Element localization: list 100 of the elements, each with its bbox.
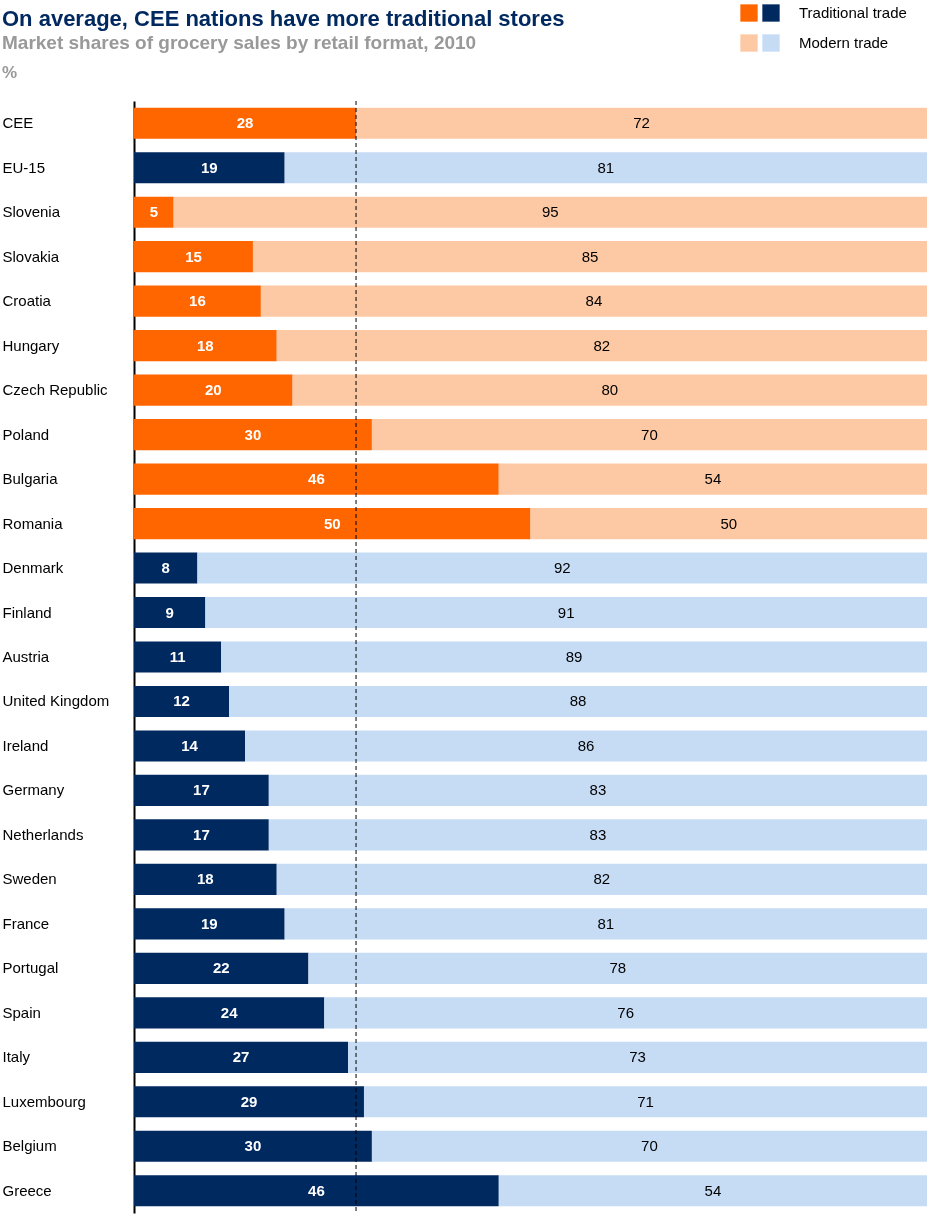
bar: [134, 1086, 364, 1118]
data-label: 84: [585, 292, 603, 310]
bar: [134, 819, 269, 851]
y-tick-label: Italy: [2, 1048, 31, 1066]
data-label: 30: [244, 425, 262, 443]
bar: [348, 1041, 927, 1073]
bar: [134, 152, 285, 184]
data-label: 71: [637, 1092, 654, 1110]
y-tick-label: Finland: [2, 603, 52, 621]
y-tick-label: Germany: [2, 781, 65, 799]
data-label: 85: [581, 247, 599, 265]
y-tick-label: Sweden: [2, 870, 57, 888]
bar: [308, 952, 927, 984]
data-label: 27: [232, 1048, 250, 1066]
bar: [134, 730, 246, 762]
bar: [134, 419, 372, 451]
bar: [268, 819, 927, 851]
data-label: 82: [593, 336, 611, 354]
bar: [498, 1175, 927, 1207]
y-tick-label: Slovakia: [2, 247, 60, 265]
data-label: 29: [240, 1092, 258, 1110]
data-label: 92: [553, 559, 571, 577]
bar: [134, 863, 277, 895]
bar: [276, 863, 927, 895]
bar: [134, 1175, 499, 1207]
data-label: 88: [569, 692, 587, 710]
y-tick-label: Portugal: [2, 959, 59, 977]
chart-subtitle: Market shares of grocery sales by retail format, 2010: [2, 32, 477, 54]
data-label: 54: [704, 1181, 722, 1199]
y-tick-label: Bulgaria: [2, 470, 59, 488]
bar: [134, 463, 499, 495]
data-label: 86: [577, 736, 595, 754]
y-tick-label: Denmark: [2, 559, 64, 577]
chart-title: On average, CEE nations have more traditional stores: [2, 6, 565, 32]
bar: [134, 596, 206, 629]
data-label: 8: [161, 559, 170, 577]
data-label: 70: [641, 425, 658, 443]
data-label: 76: [617, 1003, 634, 1021]
y-tick-label: Ireland: [2, 736, 49, 754]
bar: [284, 152, 927, 184]
legend-label: Modern trade: [799, 34, 889, 51]
bar: [252, 241, 927, 273]
data-label: 81: [597, 914, 615, 932]
legend-label: Traditional trade: [799, 4, 907, 21]
data-label: 46: [308, 470, 325, 488]
y-tick-label: Belgium: [2, 1137, 57, 1155]
data-label: 46: [308, 1181, 325, 1199]
bar: [134, 1041, 349, 1073]
y-tick-label: EU-15: [2, 158, 46, 176]
y-tick-label: Greece: [2, 1181, 52, 1199]
y-tick-label: Poland: [2, 425, 50, 443]
y-tick-label: Croatia: [2, 292, 52, 310]
y-tick-label: Luxembourg: [2, 1092, 86, 1110]
data-label: 30: [244, 1137, 262, 1155]
bar: [173, 196, 927, 228]
bar: [134, 374, 293, 406]
bar: [276, 330, 927, 362]
data-label: 82: [593, 870, 611, 888]
bar: [134, 330, 277, 362]
data-label: 19: [200, 158, 218, 176]
bar: [229, 685, 927, 718]
data-label: 50: [323, 514, 341, 532]
bar: [134, 997, 325, 1029]
data-label: 24: [220, 1003, 239, 1021]
data-label: 17: [193, 781, 210, 799]
y-tick-label: Hungary: [2, 336, 60, 354]
bar: [205, 596, 927, 629]
y-tick-label: Netherlands: [2, 825, 84, 843]
data-label: 78: [609, 959, 627, 977]
data-label: 16: [189, 292, 206, 310]
bar: [498, 463, 927, 495]
bar: [134, 641, 222, 673]
data-label: 18: [197, 336, 214, 354]
data-label: 70: [641, 1137, 658, 1155]
bar: [356, 107, 927, 139]
bar: [134, 774, 269, 807]
y-tick-label: CEE: [2, 114, 34, 132]
data-label: 19: [200, 914, 218, 932]
data-label: 14: [181, 736, 199, 754]
y-tick-label: Romania: [2, 514, 64, 532]
data-label: 72: [633, 114, 650, 132]
data-label: 22: [212, 959, 230, 977]
data-label: 95: [541, 203, 559, 221]
y-tick-label: Spain: [2, 1003, 41, 1021]
bar: [530, 507, 927, 540]
bar: [221, 641, 927, 673]
y-tick-label: Slovenia: [2, 203, 61, 221]
bar: [134, 685, 230, 718]
bar: [260, 285, 927, 317]
y-tick-label: United Kingdom: [2, 692, 110, 710]
data-label: 73: [629, 1048, 646, 1066]
bar: [134, 507, 531, 540]
data-label: 20: [204, 381, 222, 399]
bar: [134, 107, 357, 139]
bar: [371, 419, 927, 451]
data-label: 12: [173, 692, 190, 710]
y-tick-label: France: [2, 914, 50, 932]
bar: [324, 997, 927, 1029]
bar: [134, 285, 261, 317]
bar: [197, 552, 927, 584]
